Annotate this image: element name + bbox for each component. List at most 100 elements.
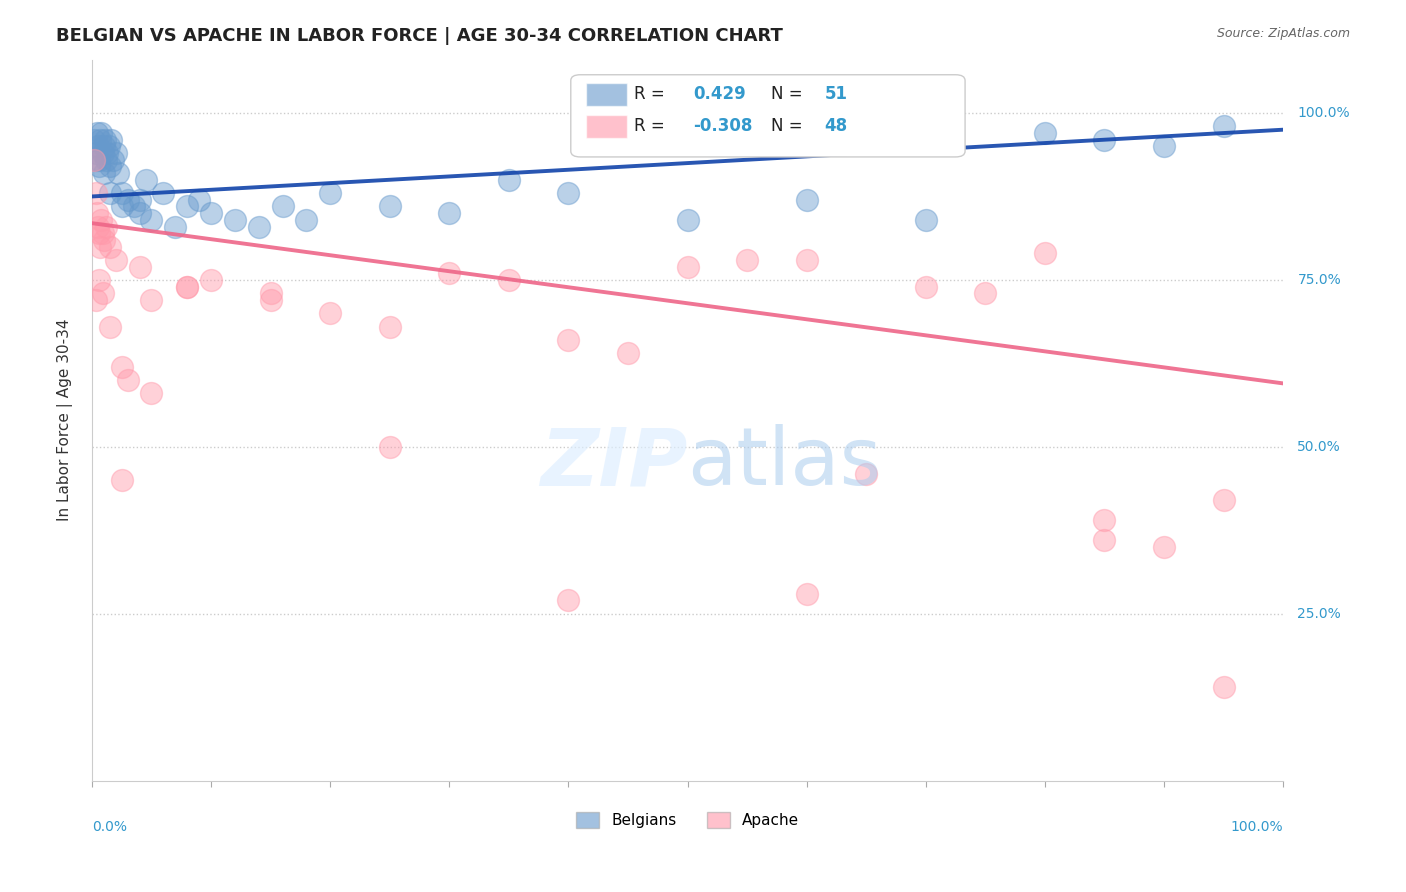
Point <box>84 153 107 167</box>
Point <box>135 173 157 187</box>
Point <box>200 206 222 220</box>
Point <box>319 306 342 320</box>
Point <box>98 239 121 253</box>
FancyBboxPatch shape <box>586 115 627 138</box>
Point <box>152 186 174 201</box>
Point <box>91 146 114 161</box>
Point <box>224 212 246 227</box>
Point <box>94 133 117 147</box>
Point <box>122 199 145 213</box>
Point <box>796 587 818 601</box>
Point <box>128 193 150 207</box>
Point <box>89 239 111 253</box>
Point <box>98 319 121 334</box>
Point <box>974 286 997 301</box>
Point <box>1094 533 1116 548</box>
Point <box>98 160 121 174</box>
Point <box>1212 120 1234 134</box>
Point <box>1212 493 1234 508</box>
Point <box>188 193 211 207</box>
Point <box>84 186 107 201</box>
Text: 50.0%: 50.0% <box>1298 440 1341 454</box>
Text: -0.308: -0.308 <box>693 117 752 135</box>
Point <box>141 386 163 401</box>
Point <box>319 186 342 201</box>
Point <box>735 252 758 267</box>
Point <box>914 279 936 293</box>
Point <box>914 212 936 227</box>
Point <box>117 193 139 207</box>
Point <box>107 166 129 180</box>
Point <box>1212 680 1234 694</box>
Text: R =: R = <box>634 86 665 103</box>
Point <box>83 153 105 167</box>
Point <box>165 219 187 234</box>
Point <box>90 212 112 227</box>
Point <box>378 440 401 454</box>
Point <box>111 199 134 213</box>
Point <box>93 233 115 247</box>
Point <box>200 273 222 287</box>
Point <box>98 186 121 201</box>
Point <box>87 139 110 153</box>
Point <box>676 212 699 227</box>
Point <box>247 219 270 234</box>
Point <box>617 346 640 360</box>
Text: BELGIAN VS APACHE IN LABOR FORCE | AGE 30-34 CORRELATION CHART: BELGIAN VS APACHE IN LABOR FORCE | AGE 3… <box>56 27 783 45</box>
Point <box>96 146 118 161</box>
Point <box>176 279 198 293</box>
Point <box>111 473 134 487</box>
Point <box>87 153 110 167</box>
Point <box>1033 126 1056 140</box>
Text: 25.0%: 25.0% <box>1298 607 1341 621</box>
Text: 0.0%: 0.0% <box>91 821 127 834</box>
Point <box>439 266 461 280</box>
Point <box>87 273 110 287</box>
Point <box>1094 133 1116 147</box>
Point <box>259 293 281 307</box>
Text: 100.0%: 100.0% <box>1230 821 1284 834</box>
Point <box>111 359 134 374</box>
FancyBboxPatch shape <box>586 83 627 106</box>
Point <box>87 219 110 234</box>
Point <box>1153 540 1175 554</box>
FancyBboxPatch shape <box>571 75 965 157</box>
Point <box>1153 139 1175 153</box>
Point <box>83 133 105 147</box>
Point <box>557 186 579 201</box>
Point <box>87 226 110 240</box>
Point <box>104 252 127 267</box>
Point <box>498 173 520 187</box>
Text: 100.0%: 100.0% <box>1298 106 1350 120</box>
Point <box>103 153 125 167</box>
Point <box>271 199 294 213</box>
Point <box>498 273 520 287</box>
Point <box>89 133 111 147</box>
Legend: Belgians, Apache: Belgians, Apache <box>569 806 806 834</box>
Point <box>97 139 120 153</box>
Point <box>111 186 134 201</box>
Point <box>557 593 579 607</box>
Text: atlas: atlas <box>688 425 882 502</box>
Point <box>796 252 818 267</box>
Point <box>84 146 107 161</box>
Point <box>96 219 118 234</box>
Point <box>87 160 110 174</box>
Point <box>93 166 115 180</box>
Text: 75.0%: 75.0% <box>1298 273 1341 287</box>
Point <box>295 212 318 227</box>
Point <box>90 126 112 140</box>
Point <box>1033 246 1056 260</box>
Point <box>86 126 108 140</box>
Y-axis label: In Labor Force | Age 30-34: In Labor Force | Age 30-34 <box>58 318 73 521</box>
Point <box>96 153 118 167</box>
Text: N =: N = <box>770 86 803 103</box>
Point <box>557 333 579 347</box>
Text: R =: R = <box>634 117 665 135</box>
Point <box>855 467 877 481</box>
Point <box>104 146 127 161</box>
Point <box>91 286 114 301</box>
Text: Source: ZipAtlas.com: Source: ZipAtlas.com <box>1216 27 1350 40</box>
Point <box>176 279 198 293</box>
Text: 0.429: 0.429 <box>693 86 747 103</box>
